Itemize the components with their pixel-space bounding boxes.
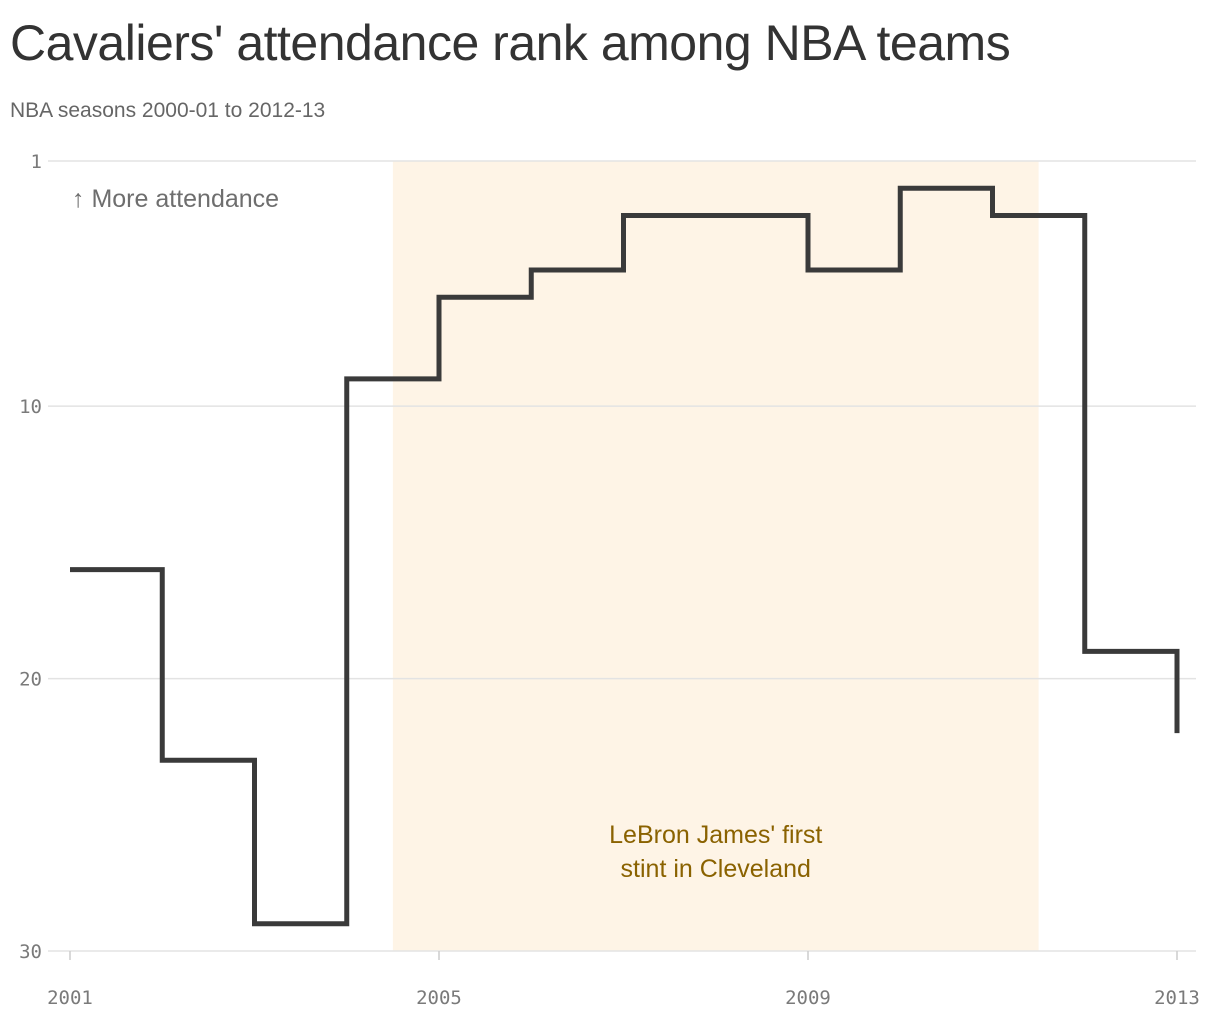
chart-title: Cavaliers' attendance rank among NBA tea… (10, 15, 1011, 71)
y-axis-ticks: 1 10 20 30 (19, 151, 42, 963)
x-tick-label-2005: 2005 (416, 987, 462, 1009)
x-tick-label-2013: 2013 (1154, 987, 1200, 1009)
x-tick-label-2001: 2001 (47, 987, 93, 1009)
lebron-stint-label: LeBron James' first stint in Cleveland (609, 821, 822, 883)
y-tick-label-30: 30 (19, 941, 42, 963)
y-tick-label-10: 10 (19, 396, 42, 418)
lebron-stint-label-line-1: LeBron James' first (609, 821, 822, 849)
lebron-stint-label-line-2: stint in Cleveland (621, 855, 811, 883)
x-axis-ticks: 2001 2005 2009 2013 (47, 951, 1200, 1009)
more-attendance-annotation: ↑ More attendance (72, 185, 279, 213)
y-tick-label-20: 20 (19, 669, 42, 691)
x-tick-label-2009: 2009 (785, 987, 831, 1009)
series-line-attendance-rank (70, 185, 1180, 927)
chart-subtitle: NBA seasons 2000-01 to 2012-13 (10, 99, 326, 122)
y-tick-label-1: 1 (31, 151, 42, 173)
gridlines (48, 160, 1196, 952)
lebron-stint-shade (392, 161, 1039, 951)
